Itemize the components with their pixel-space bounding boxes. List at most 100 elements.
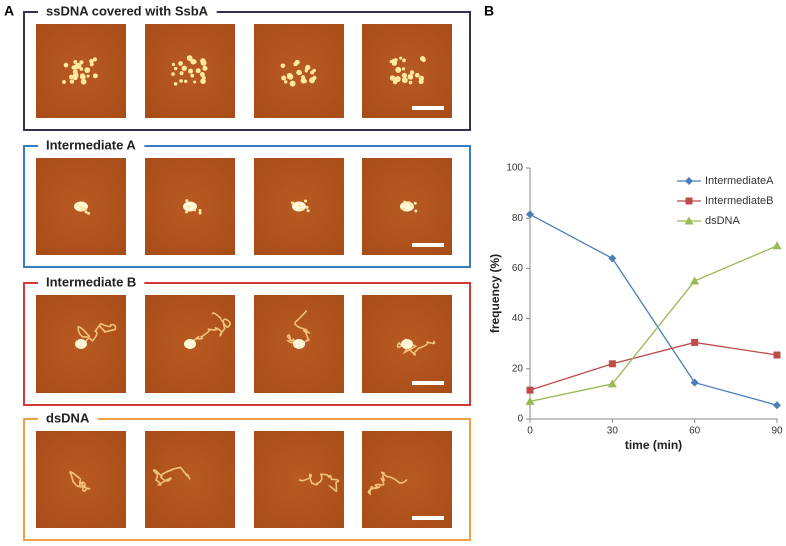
particle [89,58,94,64]
scale-bar [412,381,444,385]
afm-image [362,24,452,118]
particle [401,339,413,349]
particle [421,57,426,63]
particle [87,211,91,215]
marker [608,360,616,368]
group-title: Intermediate A [46,137,136,152]
y-axis-title: frequency (%) [488,254,502,333]
series-line [529,341,778,391]
particle [173,82,178,86]
particle [62,80,66,84]
group-box [23,145,471,268]
group-box [23,282,471,406]
marker [607,379,617,388]
marker [773,401,781,410]
particle [80,78,87,85]
dna-strand [77,322,117,345]
particle [84,210,88,214]
marker [526,386,534,394]
particle [190,58,197,65]
title-bg [38,143,145,149]
particle [193,80,197,84]
particle [281,75,287,81]
particle [76,203,80,207]
legend-label: dsDNA [705,215,741,227]
particle [395,66,402,73]
dna-strand [285,310,311,350]
particle [75,339,87,349]
particle [184,339,196,349]
particle [188,68,194,74]
particle [84,67,91,74]
particle [198,211,202,215]
particle [413,201,417,205]
particle [79,204,83,208]
marker [526,210,534,219]
particle [409,204,413,208]
legend-marker [685,177,693,185]
particle [393,58,398,62]
dna-strand [298,472,340,493]
particle [287,73,293,78]
particle [179,71,184,76]
particle [193,208,197,212]
particle [297,70,302,75]
particle [190,73,195,78]
legend-label: IntermediateB [705,195,773,207]
y-tick-label: 80 [512,213,524,224]
particle [300,207,304,211]
particle [409,70,415,75]
group-title: dsDNA [46,410,90,425]
marker [608,254,617,263]
y-tick-label: 60 [512,263,524,274]
group-title: ssDNA covered with SsbA [46,3,209,18]
particle [401,207,405,211]
particle [195,68,201,74]
particle [294,59,300,65]
particle [83,206,87,210]
particle [72,69,78,75]
scale-bar [412,243,444,247]
group-box [23,418,471,541]
particle [291,201,295,205]
particle [407,73,414,80]
title-bg [38,416,98,422]
particle [179,79,183,83]
panel-label: A [4,3,14,19]
particle [92,57,97,62]
x-tick-label: 30 [607,426,619,437]
particle [312,68,316,73]
dna-strand [69,470,91,492]
x-tick-label: 60 [689,426,701,437]
particle [92,73,98,79]
scale-bar [412,516,444,520]
particle [300,77,307,84]
title-bg [38,9,217,15]
x-tick-label: 90 [771,426,783,437]
marker [773,351,781,359]
panel-label: B [484,3,494,19]
series-line [529,245,778,403]
particle [414,72,420,78]
particle [200,78,206,84]
particle [407,201,411,205]
particle [401,67,406,71]
legend-marker [685,197,693,205]
particle [75,62,82,69]
particle [391,61,397,66]
marker [690,276,700,285]
particle [79,67,84,71]
particle [69,79,75,84]
particle [304,199,308,203]
series-line [529,213,778,406]
particle [305,205,309,209]
scale-bar [412,106,444,110]
particle [306,209,310,213]
particle [399,56,403,60]
particle [402,58,406,63]
title-bg [38,280,145,286]
marker [691,338,699,346]
x-tick-label: 0 [527,426,533,437]
particle [289,80,296,87]
